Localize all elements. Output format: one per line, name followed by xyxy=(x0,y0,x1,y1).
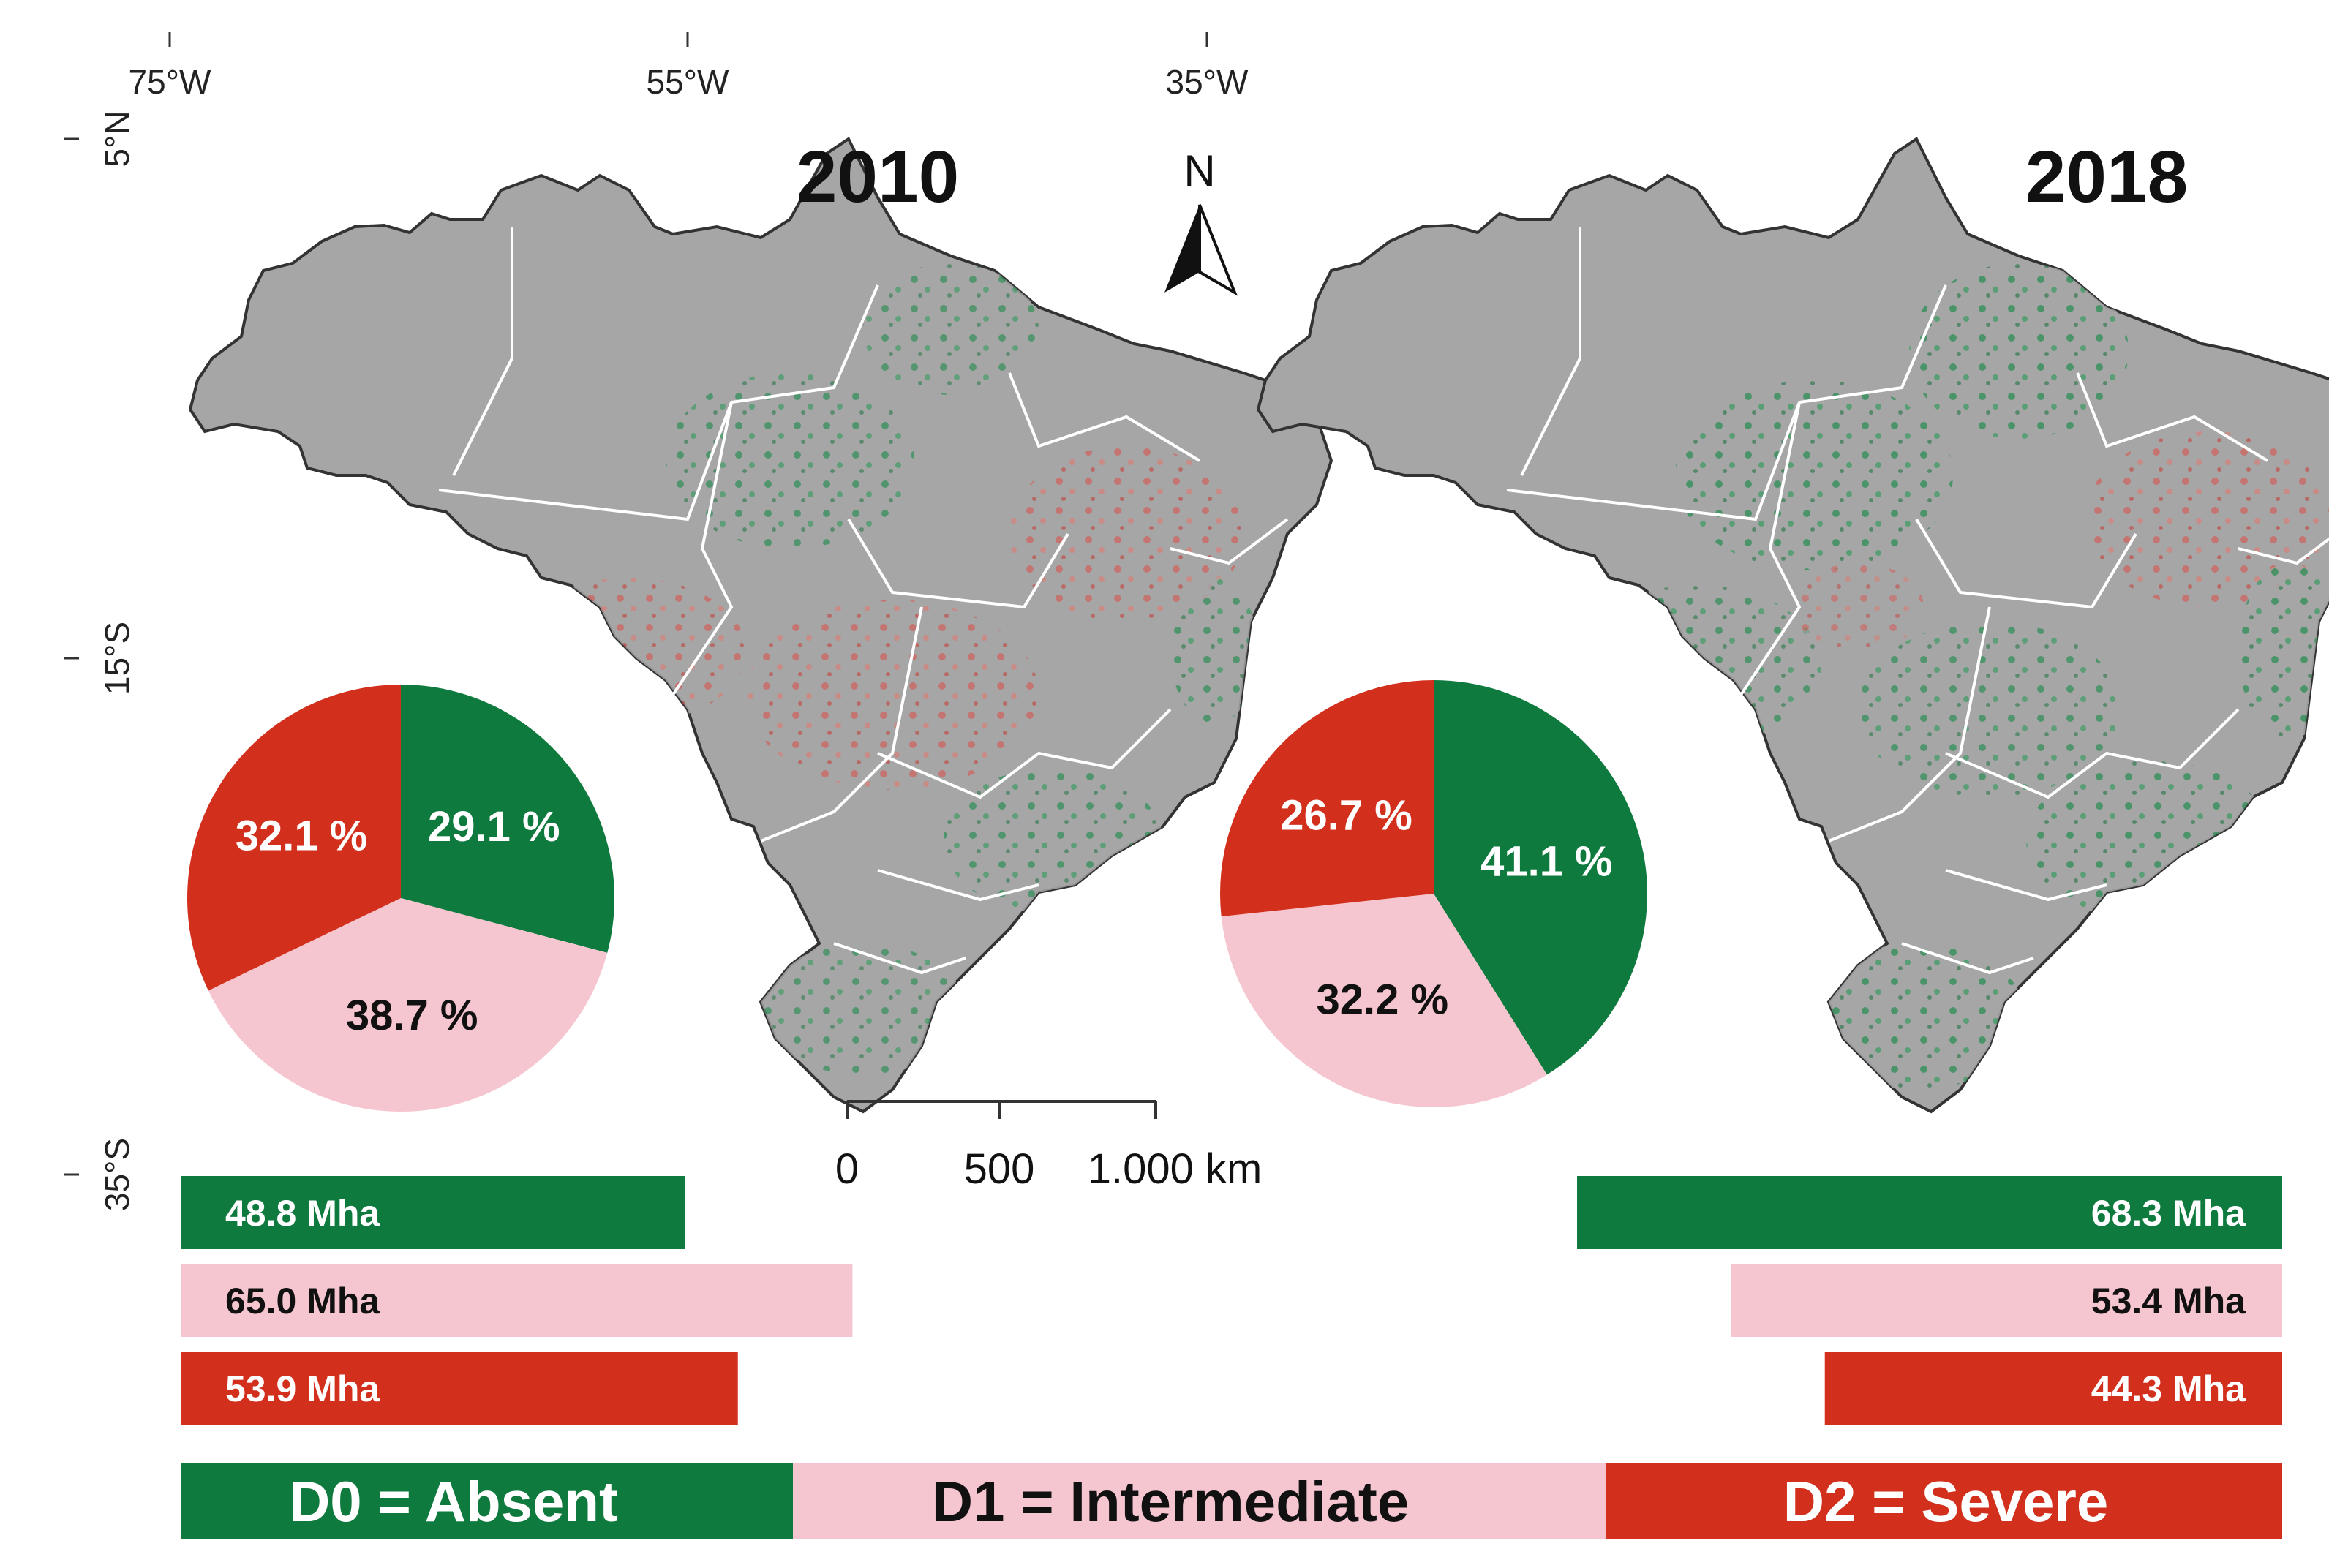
map-2010 xyxy=(189,137,1333,1113)
legend-label-d2: D2 = Severe xyxy=(1783,1469,2109,1534)
lat-label-15s: 15°S xyxy=(98,622,136,695)
pie-slice-2018-d2 xyxy=(1220,679,1434,917)
bar-2010-d0 xyxy=(181,1176,685,1249)
lon-label-35w: 35°W xyxy=(1166,63,1249,101)
bar-2010-d2 xyxy=(181,1352,738,1425)
pie-label-2010-d2: 32.1 % xyxy=(236,813,368,860)
bar-label-2010-d1: 65.0 Mha xyxy=(225,1281,380,1322)
state-borders-2010 xyxy=(438,227,1289,975)
scale-bar: 0 500 1.000 km xyxy=(835,1100,1263,1193)
area-bars-2018: 68.3 Mha 53.4 Mha 44.3 Mha xyxy=(1577,1176,2282,1425)
bar-label-2018-d1: 53.4 Mha xyxy=(2091,1281,2246,1322)
north-arrow-label: N xyxy=(1184,146,1215,195)
legend-label-d0: D0 = Absent xyxy=(289,1469,618,1534)
bar-label-2018-d0: 68.3 Mha xyxy=(2091,1193,2246,1234)
north-arrow: N xyxy=(1164,146,1238,296)
year-title-2018: 2018 xyxy=(2025,136,2188,218)
legend-swatch-d1 xyxy=(793,1463,1606,1539)
pie-label-2018-d2: 26.7 % xyxy=(1280,792,1412,840)
pie-label-2010-d1: 38.7 % xyxy=(346,992,478,1039)
scale-tick-1000: 1.000 km xyxy=(1088,1145,1263,1193)
pie-label-2010-d0: 29.1 % xyxy=(428,803,560,851)
pie-slice-2010-d2 xyxy=(187,685,401,991)
north-arrow-icon xyxy=(1164,204,1238,296)
bar-2018-d0 xyxy=(1577,1176,2282,1249)
pie-slice-2010-d1 xyxy=(208,898,608,1112)
drought-raster-2010 xyxy=(512,263,1258,1075)
scale-tick-0: 0 xyxy=(835,1145,859,1193)
legend-swatch-d2 xyxy=(1606,1463,2282,1539)
bar-label-2010-d0: 48.8 Mha xyxy=(225,1193,380,1234)
area-bars-2010: 48.8 Mha 65.0 Mha 53.9 Mha xyxy=(181,1176,853,1425)
pie-label-2018-d0: 41.1 % xyxy=(1480,838,1613,886)
bar-label-2018-d2: 44.3 Mha xyxy=(2091,1368,2246,1409)
pie-label-2018-d1: 32.2 % xyxy=(1317,976,1449,1023)
lon-label-75w: 75°W xyxy=(129,63,212,101)
bar-2018-d1 xyxy=(1731,1264,2282,1337)
pie-slice-2010-d0 xyxy=(401,685,614,953)
pie-chart-2018: 41.1 % 32.2 % 26.7 % xyxy=(1220,679,1647,1107)
pie-chart-2010: 29.1 % 38.7 % 32.1 % xyxy=(187,685,614,1112)
legend-swatch-d0 xyxy=(181,1463,793,1539)
state-borders-2018 xyxy=(1506,227,2329,975)
drought-raster-2018 xyxy=(1573,263,2329,1090)
lon-label-55w: 55°W xyxy=(647,63,730,101)
lat-label-35s: 35°S xyxy=(98,1138,136,1211)
legend: D0 = Absent D1 = Intermediate D2 = Sever… xyxy=(181,1463,2282,1539)
pie-slice-2018-d1 xyxy=(1221,894,1547,1107)
year-title-2010: 2010 xyxy=(797,136,959,218)
pie-slice-2018-d0 xyxy=(1434,680,1647,1075)
lat-label-5n: 5°N xyxy=(98,110,136,167)
bar-label-2010-d2: 53.9 Mha xyxy=(225,1368,380,1409)
bar-2018-d2 xyxy=(1824,1352,2282,1425)
longitude-axis: 75°W 55°W 35°W xyxy=(129,32,1249,101)
scale-tick-500: 500 xyxy=(964,1145,1035,1193)
map-2018 xyxy=(1257,137,2329,1113)
legend-label-d1: D1 = Intermediate xyxy=(932,1469,1409,1534)
bar-2010-d1 xyxy=(181,1264,853,1337)
latitude-axis: 5°N 15°S 35°S xyxy=(64,110,136,1211)
